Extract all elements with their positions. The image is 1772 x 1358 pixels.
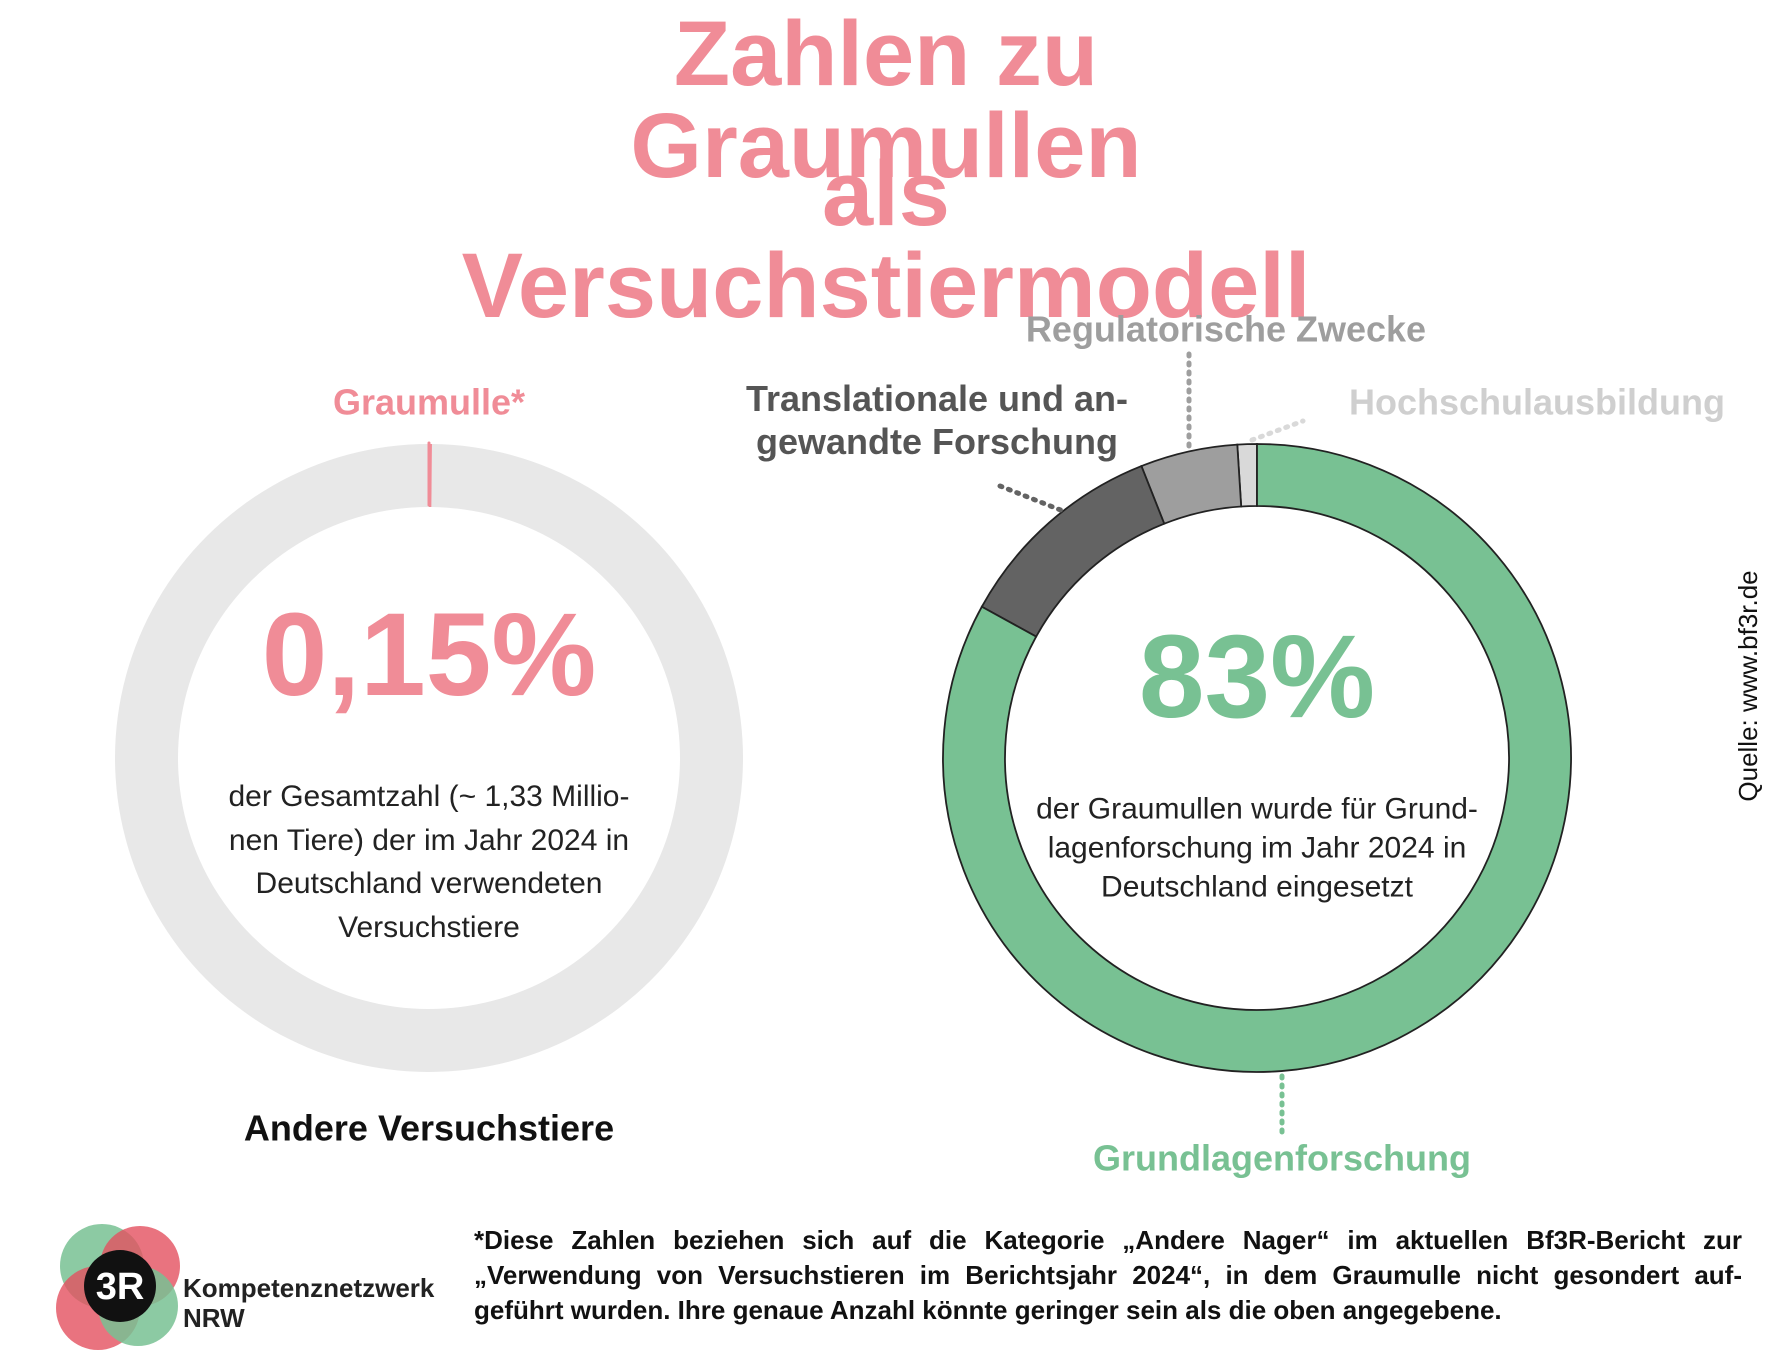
footnote: „Verwendung von Versuchstieren im Berich…: [474, 1260, 1742, 1290]
category-label: Hochschulausbildung: [1348, 381, 1726, 423]
title: Zahlen zu Graumullen: [630, 3, 1142, 197]
leaders: [427, 351, 1306, 1135]
description: der Gesamtzahl (~ 1,33 Millio- nen Tiere…: [228, 780, 630, 944]
logo-mark: 3R: [96, 1266, 145, 1308]
source: Quelle: www.bf3r.de: [1733, 570, 1763, 801]
logo: 3R Kompetenznetzwerk NRW: [56, 1224, 435, 1350]
leader-line: [1249, 418, 1306, 443]
category-label: Regulatorische Zwecke: [1025, 308, 1427, 350]
donut-segment: [1140, 443, 1243, 525]
category-label: Andere Versuchstiere: [243, 1107, 615, 1149]
value-label: 0,15%: [261, 589, 597, 721]
footnote: geführt wurden. Ihre genaue Anzahl könnt…: [474, 1295, 1502, 1325]
logo-text: Kompetenznetzwerk: [183, 1273, 435, 1303]
title: als Versuchstiermodell: [461, 143, 1311, 337]
logo-text: NRW: [183, 1303, 245, 1333]
logo-circle: [84, 1250, 156, 1322]
category-label: Translationale und an- gewandte Forschun…: [745, 377, 1129, 462]
category-label: Graumulle*: [332, 381, 526, 423]
donut-segment: [115, 444, 744, 1072]
donut-segment: [942, 443, 1572, 1073]
leader-line: [997, 483, 1066, 514]
footnote: *Diese Zahlen beziehen sich auf die Kate…: [474, 1225, 1742, 1255]
donut-segment: [980, 464, 1166, 638]
value-label: 83%: [1138, 611, 1376, 743]
category-label: Grundlagenforschung: [1093, 1137, 1471, 1179]
description: der Graumullen wurde für Grund- lagenfor…: [1036, 792, 1478, 904]
